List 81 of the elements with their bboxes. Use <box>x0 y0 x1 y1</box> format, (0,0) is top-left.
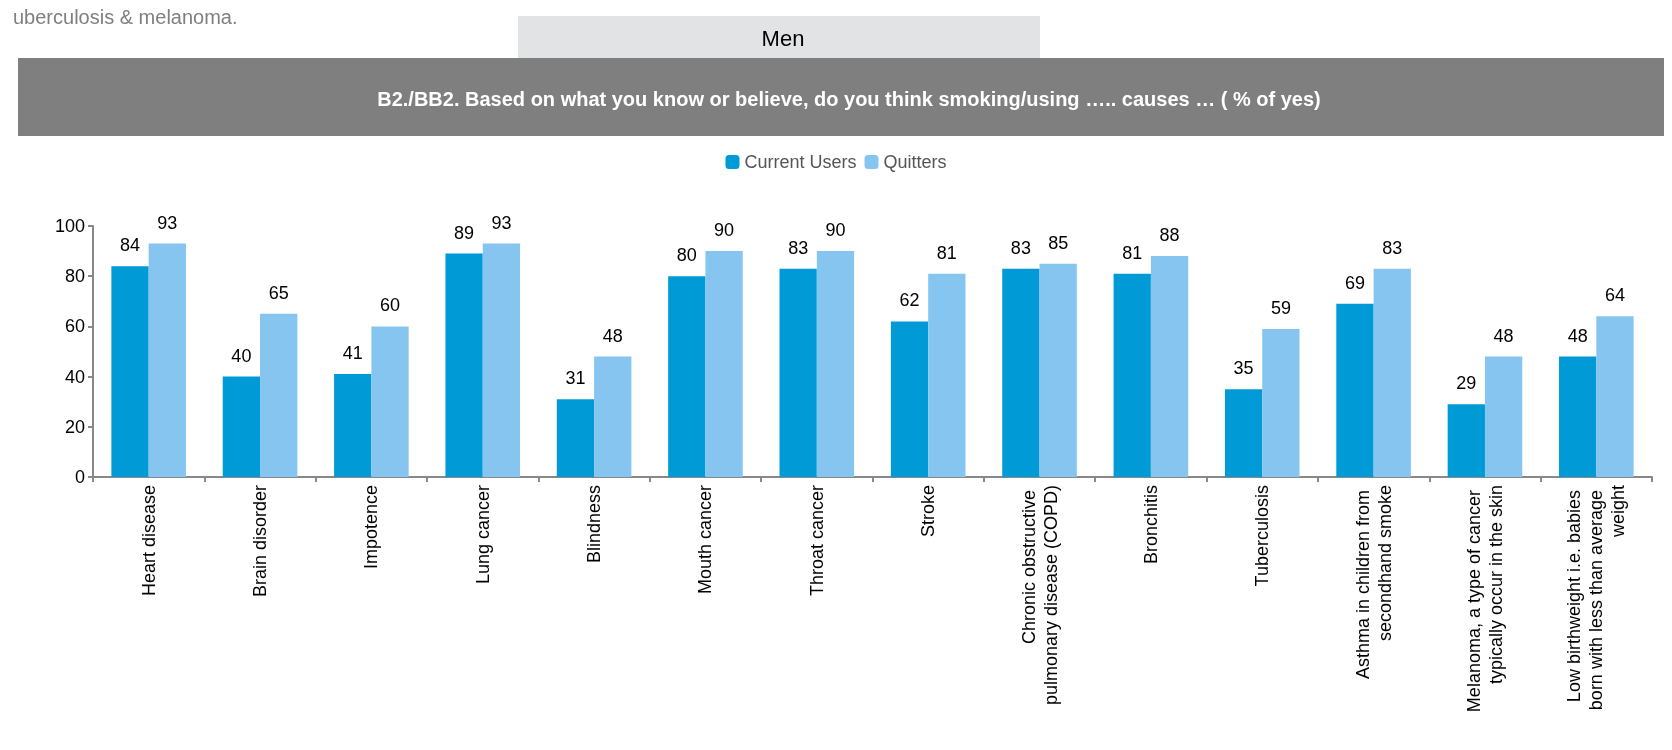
data-label: 81 <box>936 242 957 263</box>
bar <box>556 399 595 477</box>
text: uberculosis & melanoma. <box>13 6 238 28</box>
bar <box>928 273 966 477</box>
data-label: 40 <box>231 345 252 366</box>
data-label: 48 <box>1493 325 1514 346</box>
y-tick-label: 20 <box>64 416 85 437</box>
data-label: 83 <box>788 237 809 258</box>
x-tick-label: Chronic obstructive pulmonary disease (COPD) <box>1018 485 1061 706</box>
bar <box>371 326 409 477</box>
data-label: 93 <box>157 212 178 233</box>
chart-subtitle: Men <box>761 25 805 51</box>
bar <box>1224 389 1263 477</box>
bar <box>890 321 929 477</box>
bar <box>779 268 817 477</box>
bar <box>1559 356 1597 477</box>
data-label: 31 <box>565 368 586 389</box>
data-label: 59 <box>1270 297 1291 318</box>
y-tick-label: 0 <box>74 467 85 487</box>
bar <box>334 374 372 477</box>
x-tick-label: Stroke <box>918 485 939 538</box>
chart-title: B2./BB2. Based on what you know or believe, do you think smoking/using ….. causes … ( % of yes) <box>377 88 1321 110</box>
bar <box>1447 404 1485 477</box>
data-label: 85 <box>1048 232 1069 253</box>
y-tick-label: 60 <box>64 316 85 337</box>
bar <box>260 313 298 477</box>
data-label: 81 <box>1122 242 1143 263</box>
bar <box>668 276 706 477</box>
bar <box>1150 256 1189 477</box>
data-label: 90 <box>714 220 735 241</box>
bar <box>111 266 149 477</box>
legend-label: Current Users <box>744 152 857 172</box>
bar <box>705 251 743 477</box>
y-tick-label: 40 <box>64 366 85 387</box>
bar <box>445 253 483 477</box>
data-label: 65 <box>268 282 289 303</box>
x-tick-label: Blindness <box>584 485 605 564</box>
data-label: 60 <box>380 295 401 316</box>
data-label: 84 <box>120 235 141 256</box>
x-tick-label: Heart disease <box>138 485 159 597</box>
data-label: 93 <box>491 212 512 233</box>
x-tick-label: Melanoma, a type of cancer typically occur in the skin <box>1463 485 1506 713</box>
data-label: 62 <box>899 290 920 311</box>
bar <box>148 243 186 477</box>
data-label: 83 <box>1382 237 1403 258</box>
data-label: 83 <box>1010 237 1031 258</box>
data-label: 29 <box>1456 373 1477 394</box>
bar <box>816 251 855 477</box>
bar <box>1002 268 1040 477</box>
data-label: 41 <box>342 343 363 364</box>
data-label: 89 <box>454 222 475 243</box>
x-tick-label: Bronchitis <box>1140 485 1161 565</box>
y-tick-label: 100 <box>54 216 85 236</box>
data-label: 80 <box>676 245 697 266</box>
data-label: 69 <box>1344 272 1365 293</box>
x-tick-label: Asthma in children from secondhand smoke <box>1352 485 1395 680</box>
bar <box>1336 303 1374 477</box>
data-label: 35 <box>1233 358 1254 379</box>
bar <box>1596 316 1634 477</box>
data-label: 48 <box>602 325 623 346</box>
bar <box>1373 268 1411 477</box>
bar <box>482 243 521 477</box>
x-tick-label: Impotence <box>361 485 382 570</box>
x-tick-label: Tuberculosis <box>1252 485 1273 587</box>
data-label: 90 <box>825 220 846 241</box>
data-label: 64 <box>1604 285 1625 306</box>
bar <box>1262 328 1300 477</box>
x-tick-label: Lung cancer <box>472 485 493 585</box>
x-tick-label: Throat cancer <box>806 485 827 597</box>
legend-label: Quitters <box>883 152 947 172</box>
bar <box>1484 356 1523 477</box>
bar <box>1113 273 1151 477</box>
x-tick-label: Brain disorder <box>250 485 271 598</box>
x-tick-label: Mouth cancer <box>695 485 716 595</box>
data-label: 48 <box>1567 325 1588 346</box>
bar <box>594 356 632 477</box>
bar <box>222 376 261 477</box>
y-tick-label: 80 <box>64 266 85 287</box>
x-tick-label: Low birthweight i.e. babies born with less than average weight <box>1564 485 1629 711</box>
bar <box>1039 263 1077 477</box>
data-label: 88 <box>1159 225 1180 246</box>
